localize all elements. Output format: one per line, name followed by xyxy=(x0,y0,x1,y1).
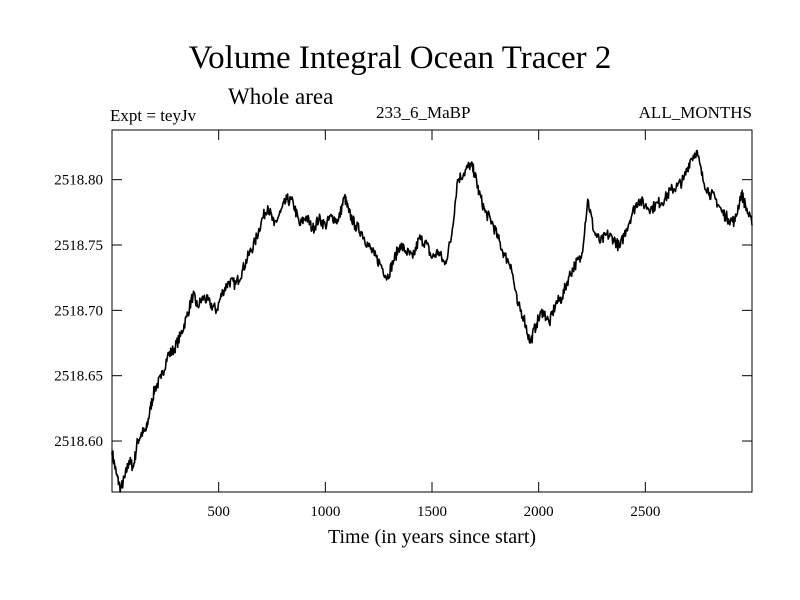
x-tick-label: 1500 xyxy=(417,504,447,520)
chart-subtitle: Whole area xyxy=(228,84,334,109)
y-tick-label: 2518.60 xyxy=(54,434,103,450)
axis-tick-labels: 500 1000 1500 2000 2500 2518.60 2518.65 2518.70… xyxy=(54,173,660,520)
series-line xyxy=(111,149,753,493)
x-axis-label: Time (in years since start) xyxy=(327,526,537,548)
y-tick-label: 2518.70 xyxy=(54,303,103,319)
y-tick-label: 2518.80 xyxy=(54,173,103,189)
y-tick-label: 2518.75 xyxy=(54,238,103,254)
plot-frame xyxy=(111,129,753,493)
x-tick-label: 2500 xyxy=(630,504,660,520)
x-tick-label: 2000 xyxy=(524,504,554,520)
y-tick-label: 2518.65 xyxy=(54,369,103,385)
x-tick-label: 1000 xyxy=(310,504,340,520)
axis-ticks xyxy=(112,130,752,492)
chart-title: Volume Integral Ocean Tracer 2 xyxy=(188,40,612,76)
x-tick-label: 500 xyxy=(207,504,230,520)
experiment-label: Expt = teyJv xyxy=(110,106,197,125)
months-label: ALL_MONTHS xyxy=(638,103,752,122)
period-label: 233_6_MaBP xyxy=(376,103,471,122)
